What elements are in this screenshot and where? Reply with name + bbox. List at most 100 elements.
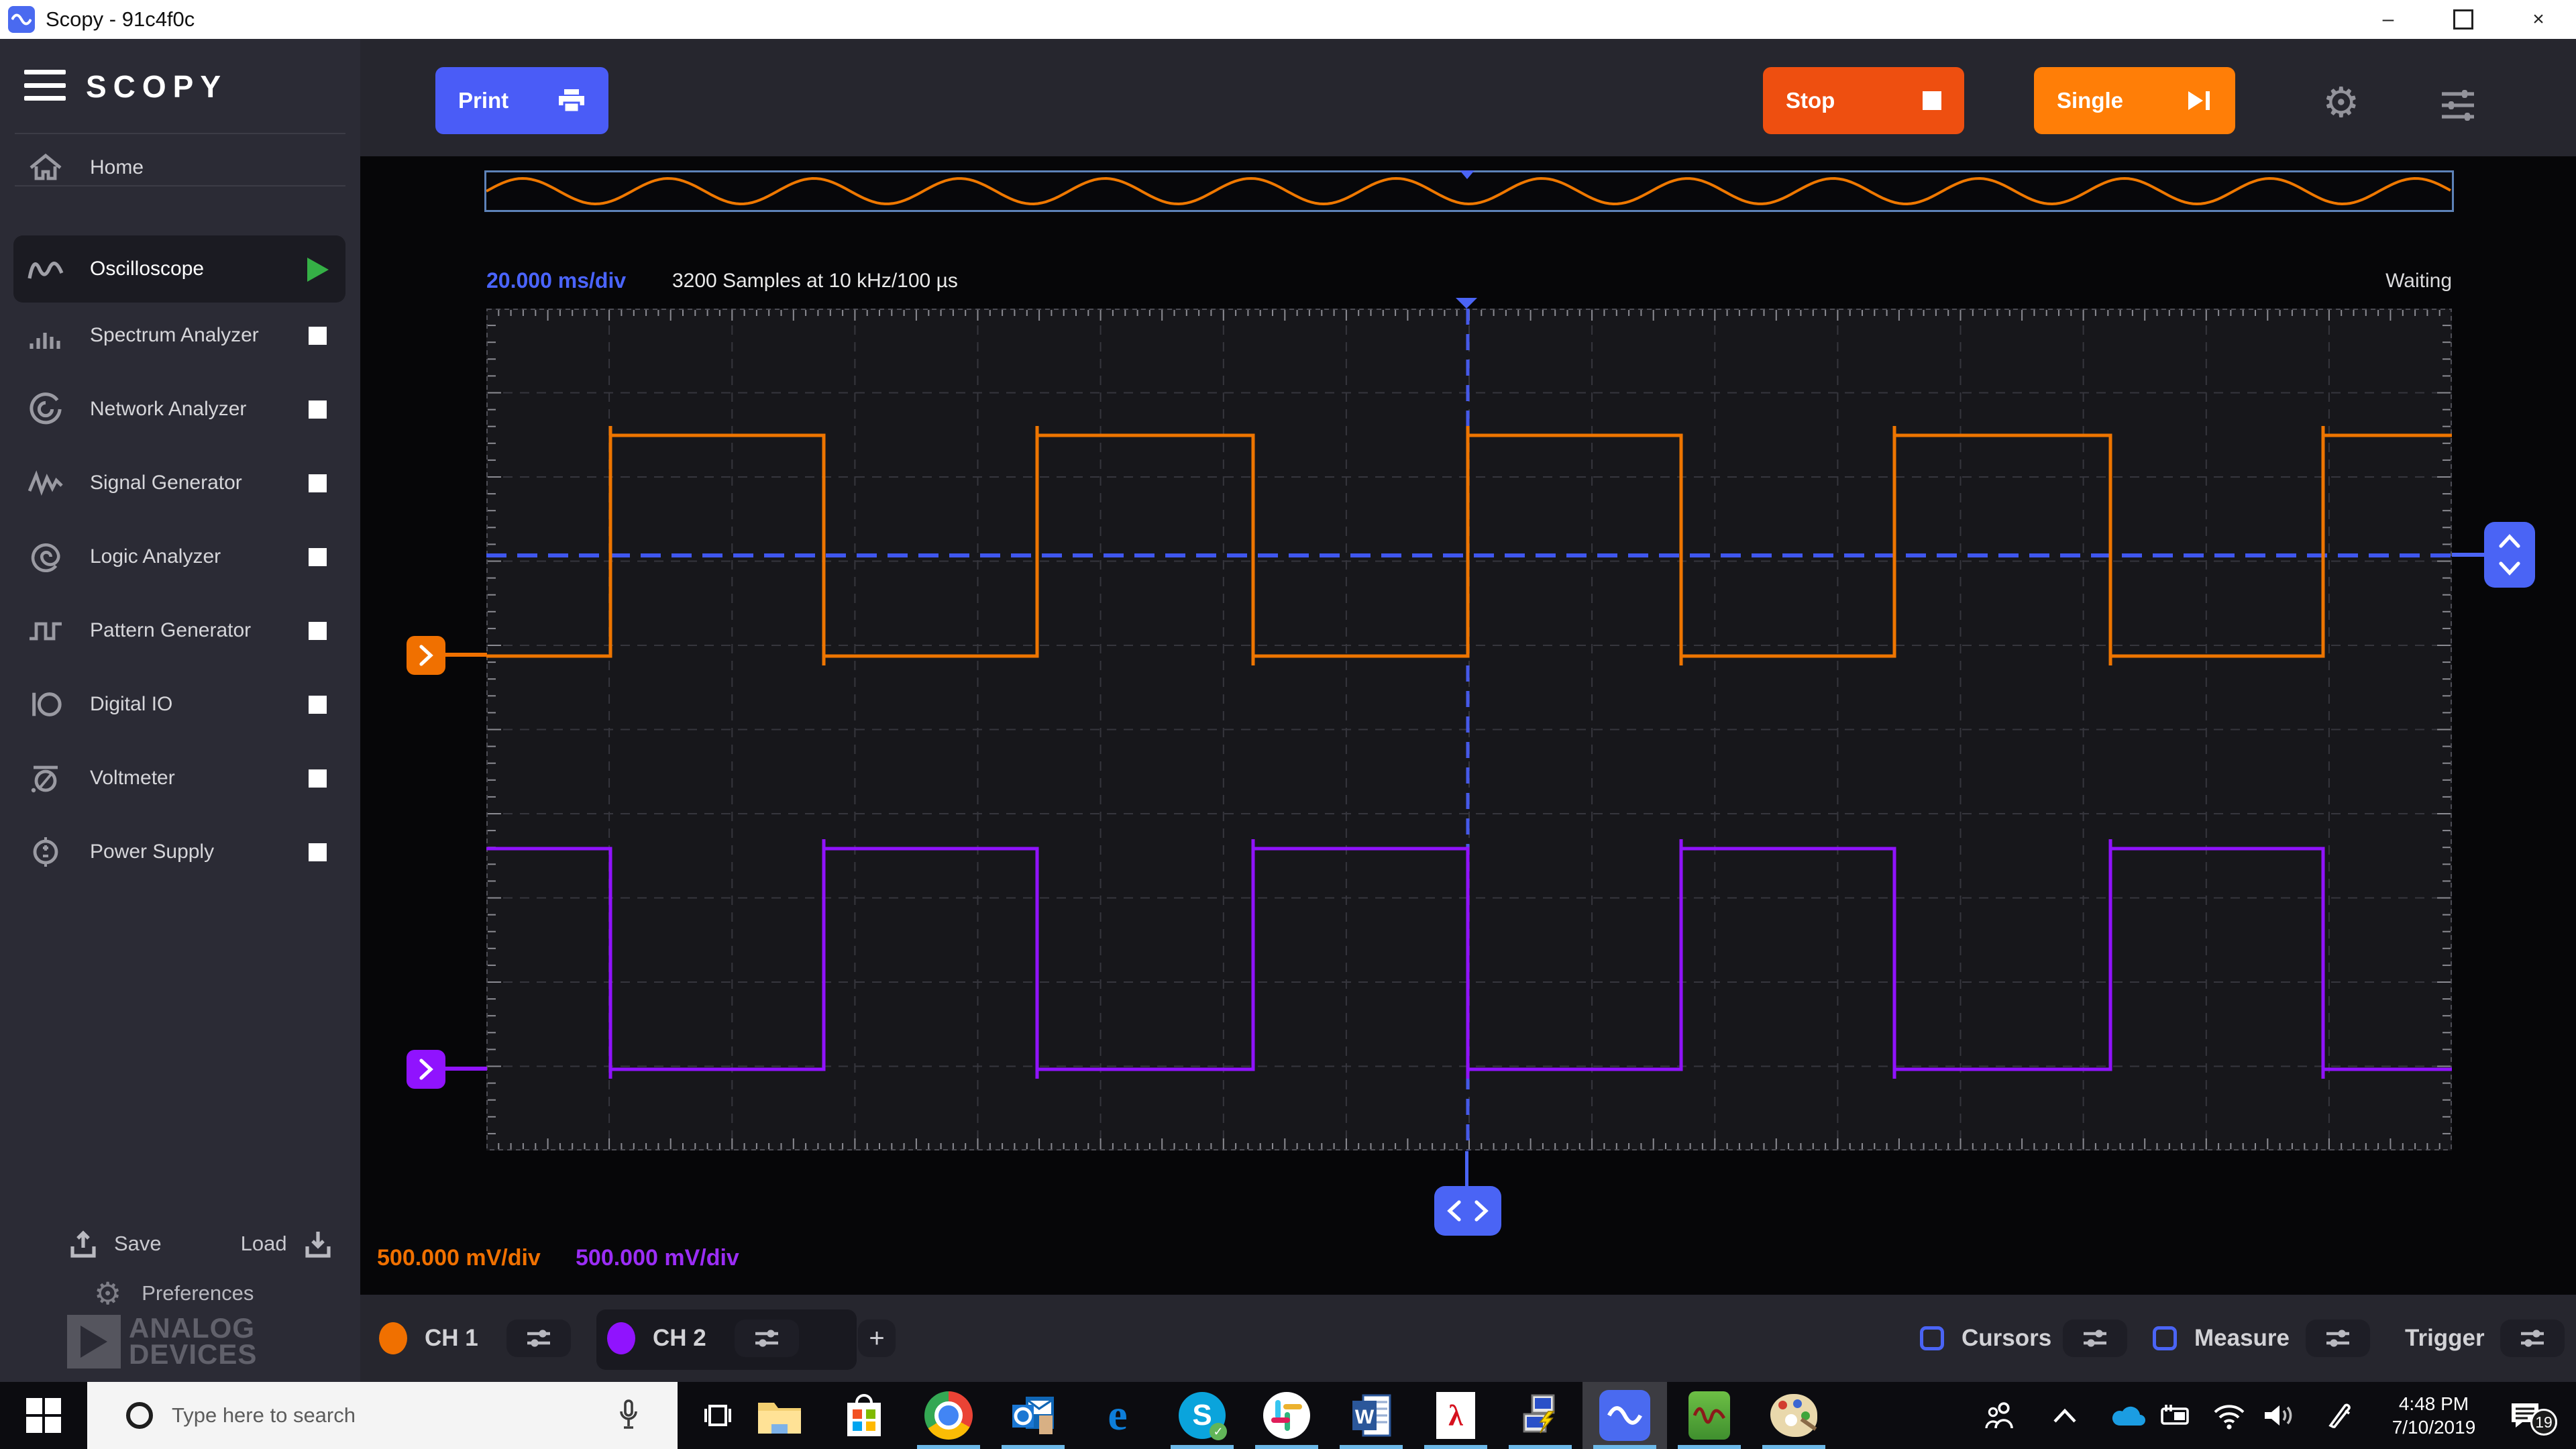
window-title: Scopy - 91c4f0c	[46, 7, 195, 31]
windows-taskbar: Type here to search e S ✓ W	[0, 1382, 2576, 1449]
taskbar-word[interactable]: W	[1329, 1382, 1413, 1449]
running-indicator	[1762, 1445, 1825, 1449]
acquisition-status-label: Waiting	[2385, 270, 2452, 292]
taskbar-waveform-app[interactable]	[1667, 1382, 1752, 1449]
sidebar-item-logic-analyzer[interactable]: Logic Analyzer	[0, 523, 360, 590]
microphone-icon[interactable]	[617, 1399, 640, 1432]
running-indicator	[1171, 1445, 1234, 1449]
start-button[interactable]	[0, 1382, 87, 1449]
single-button[interactable]: Single	[2034, 67, 2235, 134]
taskbar-microsoft-store[interactable]	[822, 1382, 906, 1449]
trigger-position-handle[interactable]	[1434, 1186, 1501, 1236]
people-icon[interactable]	[1976, 1382, 2023, 1449]
measure-toggle[interactable]: Measure	[2153, 1295, 2290, 1382]
sidebar-item-network-analyzer[interactable]: Network Analyzer	[0, 376, 360, 443]
timebase-label[interactable]: 20.000 ms/div	[486, 268, 627, 292]
stop-label: Stop	[1786, 88, 1835, 113]
sidebar-item-voltmeter[interactable]: Voltmeter	[0, 745, 360, 812]
onedrive-icon[interactable]	[2104, 1382, 2151, 1449]
chevron-up-icon[interactable]	[2041, 1382, 2088, 1449]
battery-icon[interactable]	[2150, 1382, 2197, 1449]
taskbar-chrome[interactable]	[906, 1382, 991, 1449]
maximize-button[interactable]	[2426, 0, 2501, 39]
search-box[interactable]: Type here to search	[87, 1382, 678, 1449]
load-button[interactable]: Load	[241, 1228, 334, 1260]
measure-checkbox[interactable]	[2153, 1326, 2177, 1350]
preview-waveform	[486, 176, 2451, 206]
print-button[interactable]: Print	[435, 67, 608, 134]
ch2-toggle[interactable]: CH 2	[607, 1295, 706, 1382]
spectrum-icon	[24, 321, 67, 350]
scopy-logo: SCOPY	[86, 69, 228, 104]
taskbar-paint[interactable]	[1752, 1382, 1836, 1449]
task-view-button[interactable]	[678, 1382, 758, 1449]
brand-line1: ANALOG	[129, 1312, 255, 1344]
ch2-settings-button[interactable]	[735, 1295, 799, 1382]
trigger-position-marker[interactable]	[1456, 298, 1477, 309]
ch2-offset-handle[interactable]	[407, 1050, 445, 1089]
sidebar-item-oscilloscope[interactable]: Oscilloscope	[13, 235, 345, 303]
sidebar-item-label: Oscilloscope	[90, 258, 205, 280]
oscilloscope-plot[interactable]	[486, 309, 2452, 1150]
taskbar-file-explorer[interactable]	[737, 1382, 822, 1449]
oscilloscope-icon	[24, 254, 67, 284]
minimize-button[interactable]: –	[2382, 8, 2394, 30]
close-button[interactable]: ×	[2532, 8, 2544, 30]
cursors-checkbox[interactable]	[1920, 1326, 1944, 1350]
sidebar-item-label: Pattern Generator	[90, 619, 252, 641]
maximize-icon	[2453, 9, 2473, 30]
power-supply-icon	[24, 836, 67, 868]
sidebar-item-digital-io[interactable]: Digital IO	[0, 671, 360, 738]
cursors-settings-button[interactable]	[2063, 1295, 2127, 1382]
trigger-position-line	[1465, 1151, 1468, 1187]
taskbar-slack[interactable]	[1244, 1382, 1329, 1449]
ch1-offset-line	[444, 653, 487, 657]
action-center-button[interactable]: 19	[2501, 1382, 2568, 1449]
taskbar-acrobat[interactable]: λ	[1413, 1382, 1498, 1449]
taskbar-skype[interactable]: S ✓	[1160, 1382, 1244, 1449]
panel-settings-sliders-icon[interactable]	[2436, 87, 2479, 127]
ch1-scale-label[interactable]: 500.000 mV/div	[377, 1245, 541, 1271]
general-settings-gear-icon[interactable]: ⚙	[2322, 80, 2360, 126]
cursors-toggle[interactable]: Cursors	[1920, 1295, 2051, 1382]
menu-icon[interactable]	[24, 70, 66, 101]
running-indicator	[1593, 1445, 1656, 1449]
single-label: Single	[2057, 88, 2124, 113]
pen-icon[interactable]	[2317, 1382, 2364, 1449]
sidebar-item-spectrum-analyzer[interactable]: Spectrum Analyzer	[0, 302, 360, 369]
sidebar-item-power-supply[interactable]: Power Supply	[0, 818, 360, 885]
preferences-button[interactable]: ⚙ Preferences	[0, 1275, 360, 1312]
sidebar-item-pattern-generator[interactable]: Pattern Generator	[0, 597, 360, 664]
chevron-right-icon	[419, 645, 433, 666]
window-titlebar[interactable]: Scopy - 91c4f0c – ×	[0, 0, 2576, 39]
ch1-settings-button[interactable]	[506, 1295, 571, 1382]
sidebar-item-signal-generator[interactable]: Signal Generator	[0, 449, 360, 517]
acquisition-preview-strip[interactable]	[484, 170, 2454, 212]
ch1-toggle[interactable]: CH 1	[379, 1295, 478, 1382]
stop-square-icon	[309, 474, 327, 492]
volume-icon[interactable]	[2255, 1382, 2302, 1449]
measure-settings-button[interactable]	[2306, 1295, 2370, 1382]
running-indicator	[1002, 1445, 1065, 1449]
save-button[interactable]: Save	[67, 1228, 162, 1260]
sidebar-item-home[interactable]: Home	[0, 134, 360, 201]
taskbar-scopy-active[interactable]	[1582, 1382, 1667, 1449]
sliders-icon	[2084, 1330, 2106, 1347]
wifi-icon[interactable]	[2206, 1382, 2253, 1449]
taskbar-edge[interactable]: e	[1108, 1391, 1128, 1440]
taskbar-putty[interactable]	[1498, 1382, 1582, 1449]
ch2-scale-label[interactable]: 500.000 mV/div	[576, 1245, 739, 1271]
trigger-settings-button[interactable]	[2500, 1295, 2565, 1382]
pattern-icon	[24, 617, 67, 644]
ch1-color-dot[interactable]	[379, 1322, 407, 1354]
trigger-level-handle[interactable]	[2484, 522, 2535, 588]
taskbar-outlook[interactable]	[991, 1382, 1075, 1449]
preview-trigger-marker[interactable]	[1460, 170, 1474, 179]
ch2-color-dot[interactable]	[607, 1322, 635, 1354]
add-channel-button[interactable]: +	[858, 1295, 896, 1382]
sidebar-item-label: Spectrum Analyzer	[90, 324, 259, 346]
taskbar-clock[interactable]: 4:48 PM 7/10/2019	[2380, 1382, 2487, 1449]
ch1-offset-handle[interactable]	[407, 636, 445, 675]
stop-button[interactable]: Stop	[1763, 67, 1964, 134]
trigger-menu[interactable]: Trigger	[2405, 1295, 2485, 1382]
